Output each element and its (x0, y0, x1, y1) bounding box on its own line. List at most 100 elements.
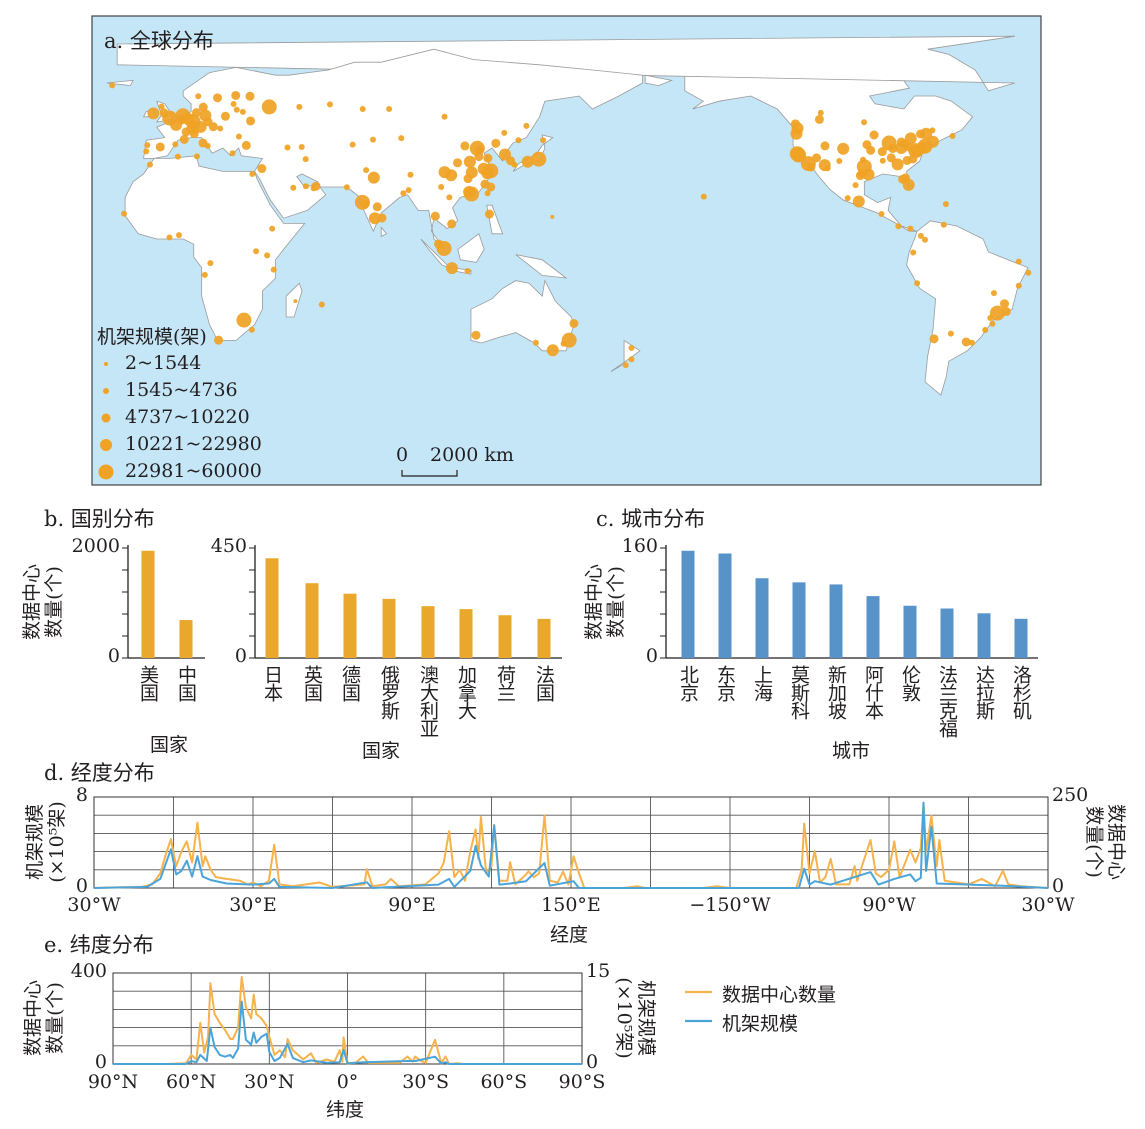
datacenter-dot (844, 195, 851, 202)
category-label: 莫斯科 (788, 665, 810, 719)
datacenter-dot (982, 327, 989, 333)
x-tick-label: 90°S (558, 1071, 606, 1093)
datacenter-dot (296, 103, 303, 110)
datacenter-dot (398, 135, 405, 142)
datacenter-dot (1000, 299, 1010, 309)
category-label: 荷兰 (494, 665, 516, 701)
datacenter-dot (143, 148, 150, 155)
datacenter-dot (896, 137, 906, 147)
datacenter-dot (989, 305, 1005, 321)
datacenter-dot (491, 138, 501, 148)
datacenter-dot (806, 162, 816, 172)
legend-count-label: 数据中心数量 (722, 984, 837, 1006)
datacenter-dot (372, 202, 382, 212)
datacenter-dot (175, 232, 182, 239)
datacenter-dot (861, 119, 868, 126)
category-label: 加拿大 (455, 665, 477, 719)
datacenter-dot (515, 137, 522, 144)
bar-新加坡 (829, 584, 843, 658)
x-tick-label: 150°E (541, 894, 601, 916)
datacenter-dot (477, 162, 490, 175)
datacenter-dot (302, 156, 309, 163)
datacenter-dot (400, 190, 407, 197)
datacenter-dot (447, 219, 457, 229)
datacenter-dot (298, 143, 305, 150)
legend-dot-5 (98, 464, 114, 480)
map-layer (106, 35, 1032, 396)
datacenter-dot (907, 225, 914, 232)
datacenter-dot (817, 109, 824, 116)
datacenter-dot (438, 184, 445, 190)
datacenter-dot (269, 225, 276, 232)
datacenter-dot (217, 125, 224, 132)
datacenter-dot (257, 164, 267, 174)
legend-dot-3 (101, 413, 111, 423)
datacenter-dot (207, 260, 214, 267)
series-line-rack (93, 801, 1049, 889)
datacenter-dot (531, 151, 547, 167)
x-tick-label: 30°S (402, 1071, 449, 1093)
b-y-axis-title: 数据中心 数量(个) (21, 564, 65, 641)
datacenter-dot (852, 182, 859, 189)
datacenter-dot (895, 223, 902, 230)
category-label: 达拉斯 (973, 665, 995, 719)
datacenter-dot (407, 171, 414, 178)
datacenter-dot (147, 107, 160, 120)
datacenter-dot (463, 185, 476, 198)
datacenter-dot (368, 212, 381, 225)
datacenter-dot (290, 184, 297, 191)
x-tick-label: 90°E (388, 894, 436, 916)
datacenter-dot (550, 214, 555, 219)
x-tick-label: 60°N (166, 1071, 217, 1093)
datacenter-dot (181, 127, 191, 137)
datacenter-dot (460, 141, 470, 151)
datacenter-dot (166, 234, 173, 241)
datacenter-dot (904, 132, 917, 145)
left-y-tick-zero: 0 (75, 875, 88, 897)
datacenter-dot (860, 156, 866, 163)
datacenter-dot (560, 340, 567, 347)
datacenter-dot (824, 165, 831, 172)
datacenter-dot (430, 211, 440, 221)
datacenter-dot (915, 142, 928, 154)
datacenter-dot (891, 158, 904, 171)
bar-达拉斯 (977, 613, 991, 658)
landmass-chukotka (644, 74, 674, 87)
category-label: 阿什本 (862, 665, 884, 719)
datacenter-dot (961, 337, 971, 347)
datacenter-dot (628, 344, 635, 351)
datacenter-dot (929, 334, 939, 344)
datacenter-dot (836, 158, 843, 164)
datacenter-dot (270, 266, 277, 273)
series-line-rack (113, 1000, 582, 1065)
bar-荷兰 (498, 615, 512, 658)
datacenter-dot (790, 127, 803, 140)
x-tick-label: 90°N (87, 1071, 139, 1093)
datacenter-dot (359, 106, 366, 112)
datacenter-dot (248, 326, 255, 333)
right-y-tick-max: 250 (1052, 784, 1089, 806)
datacenter-dot (236, 312, 252, 328)
datacenter-dot (940, 221, 947, 228)
datacenter-dot (540, 137, 547, 144)
category-label: 俄罗斯 (378, 665, 400, 719)
datacenter-dot (204, 142, 211, 149)
datacenter-dot (302, 183, 309, 190)
datacenter-dot (363, 167, 370, 174)
scale-bar-label: 2000 km (430, 444, 514, 466)
landmass-eurasia (143, 48, 643, 250)
datacenter-dot (214, 335, 224, 345)
e-x-axis-title: 纬度 (326, 1099, 365, 1121)
map-legend-item: 4737~10220 (125, 406, 250, 428)
panel-c-title: c. 城市分布 (596, 507, 706, 531)
legend-rack-label: 机架规模 (722, 1013, 799, 1035)
legend-dot-1 (104, 362, 108, 366)
datacenter-dot (546, 344, 559, 357)
datacenter-dot (501, 129, 508, 136)
datacenter-dot (159, 108, 169, 118)
x-tick-label: 30°W (67, 894, 121, 916)
datacenter-dot (193, 153, 200, 160)
right-y-tick-max: 15 (586, 960, 611, 982)
datacenter-dot (144, 142, 151, 149)
datacenter-dot (245, 91, 255, 101)
